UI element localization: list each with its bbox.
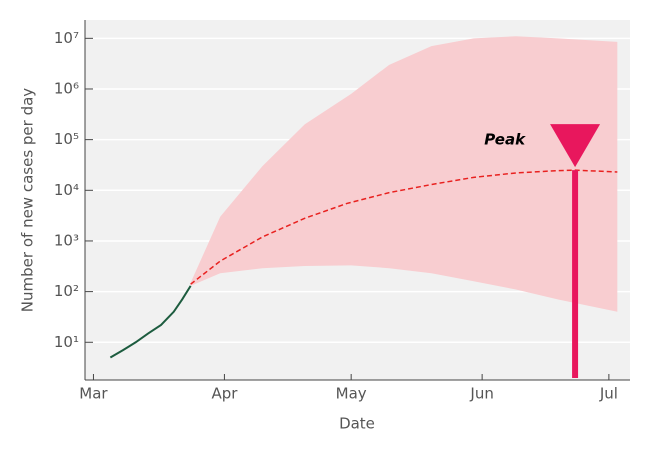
y-tick-label: 10⁷ [54,29,79,47]
peak-marker [550,124,601,168]
y-tick-label: 10³ [54,231,79,249]
series-line [109,285,192,359]
x-tick-label: Apr [211,385,238,403]
x-tick-label: Mar [79,385,108,403]
x-tick-label: May [336,385,367,403]
y-tick-label: 10² [54,282,79,300]
x-axis-label: Date [339,415,375,433]
y-tick-label: 10¹ [54,333,79,351]
y-axis-label: Number of new cases per day [19,88,37,312]
y-tick-label: 10⁴ [54,181,79,199]
uncertainty-band [190,36,618,312]
peak-label: Peak [484,131,526,149]
y-tick-label: 10⁶ [54,79,79,97]
y-tick-label: 10⁵ [54,130,79,148]
x-tick-label: Jun [469,385,493,403]
x-tick-label: Jul [599,385,618,403]
series-line [190,169,618,285]
